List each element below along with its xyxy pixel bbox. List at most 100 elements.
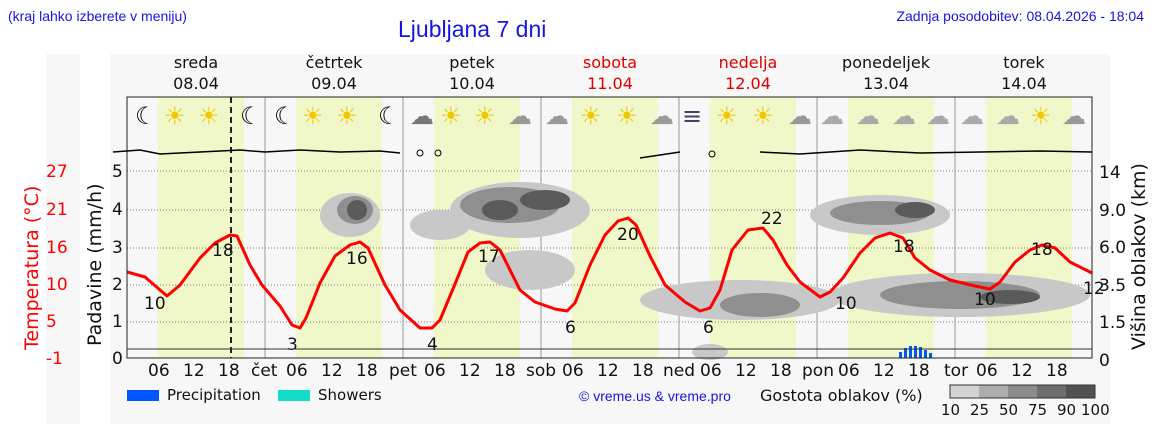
moon-icon: ☾ — [274, 102, 296, 130]
svg-text:100: 100 — [1081, 401, 1110, 419]
temp-extreme-labels: 10 18 3 16 4 17 6 20 6 22 10 18 10 18 12 — [144, 209, 1105, 355]
precip-axis-ticks: 5 4 3 2 1 0 — [112, 162, 123, 369]
svg-text:18: 18 — [908, 361, 930, 381]
sun-icon: ☀ — [198, 102, 220, 130]
svg-text:22: 22 — [761, 209, 783, 229]
svg-text:12: 12 — [321, 361, 343, 381]
svg-text:čet: čet — [251, 361, 278, 381]
svg-text:10: 10 — [144, 294, 166, 314]
svg-text:06: 06 — [286, 361, 308, 381]
svg-text:ned: ned — [663, 361, 695, 381]
svg-text:12: 12 — [459, 361, 481, 381]
calm-wind-icon — [434, 149, 442, 157]
calm-wind-icon — [416, 149, 424, 157]
svg-text:18: 18 — [1031, 240, 1053, 260]
sun-cloud-icon: ☀ — [336, 102, 358, 130]
svg-text:10: 10 — [941, 401, 960, 419]
svg-text:10: 10 — [974, 290, 996, 310]
moon-cloud-icon: ☁ — [788, 102, 812, 130]
svg-text:20: 20 — [617, 225, 639, 245]
precipitation-legend-label: Precipitation — [167, 386, 261, 404]
day-header: ponedeljek 13.04 — [842, 53, 930, 93]
cloud-icon: ☁ — [820, 102, 844, 130]
svg-text:18: 18 — [218, 361, 240, 381]
svg-text:12: 12 — [597, 361, 619, 381]
svg-text:0: 0 — [1099, 351, 1110, 371]
cloud-icon: ☁ — [960, 102, 984, 130]
svg-text:25: 25 — [970, 401, 989, 419]
svg-text:06: 06 — [562, 361, 584, 381]
temp-axis-panel — [46, 54, 80, 424]
svg-text:06: 06 — [838, 361, 860, 381]
cloud-scale — [949, 384, 1096, 399]
showers-legend-label: Showers — [318, 386, 382, 404]
temp-axis-label: Temperatura (°C) — [21, 186, 43, 351]
location-hint: (kraj lahko izberete v meniju) — [8, 8, 187, 24]
moon-icon: ☾ — [135, 102, 157, 130]
moon-cloud-icon: ☁ — [650, 102, 674, 130]
x-axis-labels: 06 12 18 čet 06 12 18 pet 06 12 18 sob 06 12 18 ned … — [148, 361, 1068, 381]
moon-cloud-icon: ☁ — [508, 102, 532, 130]
svg-text:6: 6 — [703, 318, 714, 338]
svg-text:3: 3 — [112, 238, 123, 258]
svg-text:5: 5 — [46, 312, 57, 332]
moon-icon: ☾ — [240, 102, 262, 130]
temp-axis-ticks: 27 21 16 10 5 -1 — [46, 162, 68, 369]
svg-text:18: 18 — [356, 361, 378, 381]
sun-icon: ☀ — [580, 102, 602, 130]
svg-text:6: 6 — [565, 318, 576, 338]
cloud-drizzle-icon: ☁ — [892, 102, 916, 130]
sun-cloud-icon: ☀ — [752, 102, 774, 130]
cloud-drizzle-icon: ☁ — [926, 102, 950, 130]
svg-text:tor: tor — [944, 361, 968, 381]
moon-icon: ☾ — [378, 102, 400, 130]
day-header: četrtek 09.04 — [305, 53, 363, 93]
svg-text:12: 12 — [735, 361, 757, 381]
precipitation-bars — [899, 346, 932, 358]
precip-axis-label: Padavine (mm/h) — [84, 183, 106, 346]
svg-text:06: 06 — [148, 361, 170, 381]
cloud-density — [320, 182, 1090, 360]
svg-text:12: 12 — [1011, 361, 1033, 381]
sun-cloud-icon: ☀ — [440, 102, 462, 130]
svg-text:-1: -1 — [46, 349, 63, 369]
svg-text:14: 14 — [1099, 163, 1121, 183]
svg-text:1: 1 — [112, 312, 123, 332]
moon-cloud-icon: ☁ — [545, 102, 569, 130]
sun-cloud-icon: ☀ — [1030, 102, 1052, 130]
day-header: nedelja 12.04 — [718, 53, 778, 93]
day-header: sobota 11.04 — [582, 53, 638, 93]
svg-text:18: 18 — [494, 361, 516, 381]
calm-wind-icon — [708, 150, 716, 158]
sun-cloud-icon: ☀ — [474, 102, 496, 130]
svg-text:18: 18 — [770, 361, 792, 381]
svg-text:4: 4 — [112, 200, 123, 220]
svg-text:10: 10 — [46, 275, 68, 295]
moon-cloud-icon: ☁ — [1062, 102, 1086, 130]
showers-swatch — [278, 390, 310, 401]
svg-text:10: 10 — [835, 294, 857, 314]
svg-text:1.5: 1.5 — [1099, 313, 1126, 333]
svg-text:27: 27 — [46, 162, 68, 182]
svg-text:75: 75 — [1028, 401, 1047, 419]
svg-text:pon: pon — [802, 361, 834, 381]
copyright-link[interactable]: © vreme.us & vreme.pro — [579, 388, 731, 404]
sun-cloud-icon: ☀ — [716, 102, 738, 130]
day-header: sreda 08.04 — [173, 53, 219, 93]
day-header: torek 14.04 — [1001, 53, 1047, 93]
weather-icons: ☾ ☀ ☀ ☾ ☾ ☀ ☀ ☾ ☁ ☀ ☀ ☁ ☁ ☀ ☀ ☁ ≡ ☀ ☀ ☁ … — [135, 102, 1086, 130]
svg-text:90: 90 — [1057, 401, 1076, 419]
svg-text:12: 12 — [873, 361, 895, 381]
wind-barbs — [112, 149, 1093, 159]
cloud-axis-ticks: 14 9.0 6.0 3.5 1.5 0 — [1099, 163, 1126, 371]
day-header: petek 10.04 — [449, 53, 495, 93]
svg-text:18: 18 — [212, 241, 234, 261]
temperature-line — [126, 216, 1093, 330]
svg-text:18: 18 — [893, 237, 915, 257]
svg-text:3: 3 — [287, 335, 298, 355]
svg-text:21: 21 — [46, 200, 68, 220]
sun-cloud-icon: ☀ — [302, 102, 324, 130]
svg-text:16: 16 — [46, 238, 68, 258]
svg-text:pet: pet — [389, 361, 417, 381]
